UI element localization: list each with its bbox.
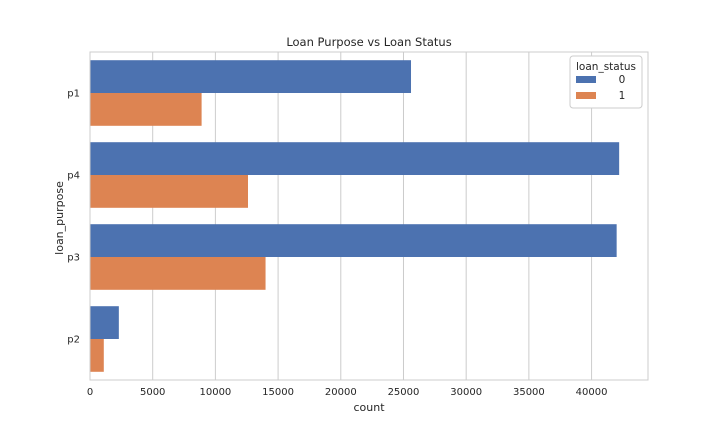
bar-p4-status-1: [90, 175, 248, 208]
bar-p4-status-0: [90, 142, 620, 175]
x-axis-label: count: [353, 401, 385, 414]
legend-title: loan_status: [576, 61, 636, 73]
chart-title: Loan Purpose vs Loan Status: [286, 35, 451, 49]
x-tick-label: 25000: [388, 387, 420, 398]
y-tick-label: p4: [67, 171, 80, 182]
x-tick-label: 30000: [450, 387, 482, 398]
x-tick-label: 5000: [140, 387, 165, 398]
x-tick-label: 20000: [325, 387, 357, 398]
bars: [90, 60, 620, 372]
x-axis-ticks: 0 5000 10000 15000 20000 25000 30000 35000 40000: [87, 387, 608, 398]
y-tick-label: p2: [67, 335, 80, 346]
legend-swatch-1: [576, 92, 596, 99]
y-tick-label: p3: [67, 253, 80, 264]
y-tick-label: p1: [67, 89, 80, 100]
x-tick-label: 35000: [513, 387, 545, 398]
legend: loan_status 0 1: [569, 55, 643, 109]
bar-p2-status-0: [90, 306, 119, 339]
bar-p1-status-0: [90, 60, 412, 93]
x-tick-label: 10000: [199, 387, 231, 398]
y-axis-label: loan_purpose: [53, 181, 66, 255]
bar-p3-status-1: [90, 257, 266, 290]
x-tick-label: 0: [87, 387, 93, 398]
bar-p1-status-1: [90, 93, 202, 126]
legend-label-0: 0: [619, 74, 626, 86]
x-tick-label: 15000: [262, 387, 294, 398]
plot-frame: [89, 51, 649, 381]
legend-swatch-0: [576, 76, 596, 83]
legend-label-1: 1: [619, 90, 626, 102]
x-tick-label: 40000: [576, 387, 608, 398]
y-axis-ticks: p1 p4 p3 p2: [67, 89, 80, 346]
bar-p3-status-0: [90, 224, 617, 257]
bar-p2-status-1: [90, 339, 104, 372]
